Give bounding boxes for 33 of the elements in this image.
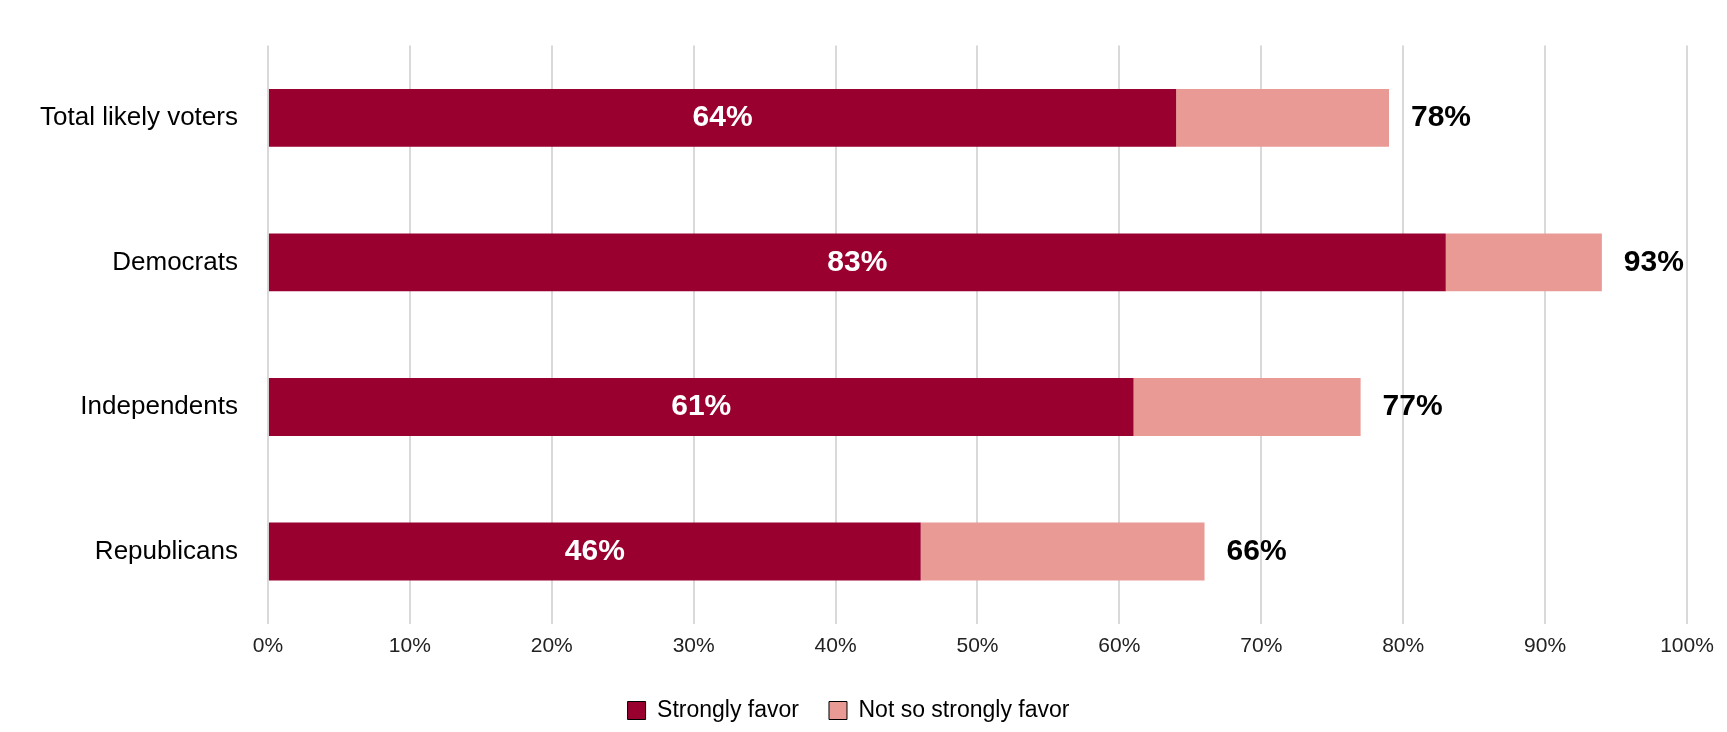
bar	[268, 233, 1446, 292]
bar	[268, 88, 1177, 147]
bar	[1133, 378, 1361, 436]
data-label: 64%	[692, 99, 753, 133]
bar	[1445, 233, 1602, 292]
y-tick-label: Republicans	[94, 534, 238, 565]
data-label: 46%	[564, 532, 625, 566]
bar	[1176, 88, 1389, 147]
x-tick-label: 30%	[672, 633, 715, 657]
data-label: 61%	[671, 388, 732, 422]
bar	[268, 522, 921, 581]
data-label: 83%	[827, 243, 888, 277]
x-tick-label: 50%	[956, 633, 999, 657]
x-tick-label: 100%	[1660, 633, 1714, 657]
bar	[920, 522, 1205, 581]
x-tick-label: 20%	[530, 633, 573, 657]
x-tick-label: 80%	[1382, 633, 1425, 657]
y-tick-label: Total likely voters	[39, 101, 238, 132]
total-label: 77%	[1382, 388, 1443, 422]
x-tick-label: 60%	[1098, 633, 1141, 657]
x-tick-label: 0%	[252, 633, 284, 657]
y-tick-label: Independents	[80, 390, 238, 421]
bar	[268, 378, 1134, 436]
x-tick-label: 90%	[1524, 633, 1567, 657]
total-label: 78%	[1411, 99, 1472, 133]
x-tick-label: 70%	[1240, 633, 1283, 657]
x-tick-label: 10%	[388, 633, 431, 657]
legend-label: Not so strongly favor	[858, 695, 1070, 722]
y-tick-label: Democrats	[112, 245, 238, 276]
total-label: 66%	[1226, 532, 1287, 566]
x-tick-label: 40%	[814, 633, 857, 657]
total-label: 93%	[1623, 243, 1684, 277]
legend-label: Strongly favor	[657, 695, 800, 722]
